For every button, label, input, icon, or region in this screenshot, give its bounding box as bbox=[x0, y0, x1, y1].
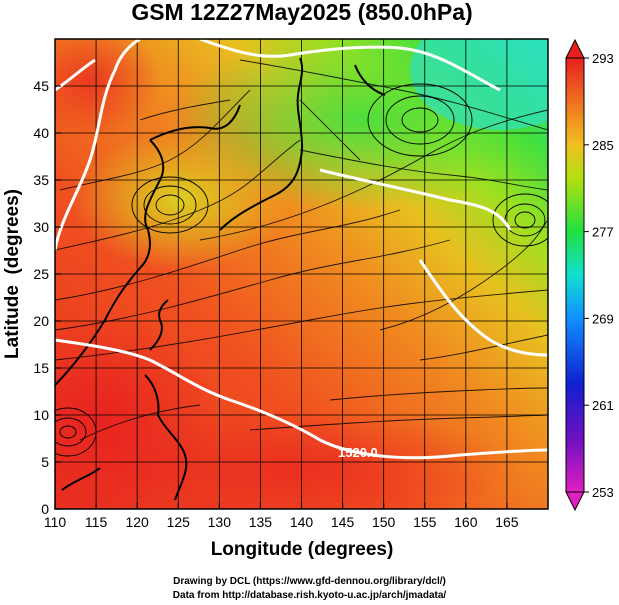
colorbar-tick-label: 269 bbox=[592, 311, 614, 326]
x-axis-ticks: 110 115 120 125 130 135 140 145 150 155 160 165 bbox=[44, 503, 519, 530]
y-tick-label: 10 bbox=[33, 407, 49, 423]
contour-label: 1520.0 bbox=[338, 445, 378, 460]
warm-region-south bbox=[80, 410, 520, 509]
colorbar-body bbox=[565, 57, 585, 493]
cool-region-northeast bbox=[410, 39, 548, 130]
x-tick-label: 165 bbox=[495, 514, 519, 530]
y-axis-label: Latitude (degrees) bbox=[2, 189, 23, 359]
x-tick-label: 155 bbox=[413, 514, 437, 530]
plot-area: 1520.0 bbox=[55, 39, 548, 509]
y-tick-label: 5 bbox=[41, 454, 49, 470]
yellow-region-east-china bbox=[70, 130, 290, 270]
vortex-east-china bbox=[131, 176, 209, 234]
colorbar-top-arrow bbox=[565, 38, 585, 59]
y-tick-label: 0 bbox=[41, 501, 49, 517]
y-tick-label: 35 bbox=[33, 172, 49, 188]
x-tick-label: 120 bbox=[125, 514, 149, 530]
vortex-north-pacific bbox=[367, 83, 473, 157]
colorbar-tick-label: 293 bbox=[592, 51, 614, 66]
height-contours bbox=[55, 39, 548, 460]
colorbar-tick-label: 261 bbox=[592, 398, 614, 413]
x-tick-label: 125 bbox=[167, 514, 191, 530]
y-tick-label: 30 bbox=[33, 219, 49, 235]
y-axis-ticks: 0 5 10 15 20 25 30 35 40 45 bbox=[33, 78, 61, 517]
x-tick-label: 160 bbox=[454, 514, 478, 530]
chart-title: GSM 12Z27May2025 (850.0hPa) bbox=[131, 0, 472, 25]
streamlines bbox=[55, 59, 548, 441]
colorbar-bottom-arrow bbox=[565, 491, 585, 512]
y-tick-label: 15 bbox=[33, 360, 49, 376]
y-tick-label: 40 bbox=[33, 125, 49, 141]
x-tick-label: 115 bbox=[85, 514, 108, 530]
colorbar-tick-label: 277 bbox=[592, 225, 614, 240]
x-tick-label: 130 bbox=[208, 514, 232, 530]
x-tick-label: 110 bbox=[44, 514, 67, 530]
credit-line-1: Drawing by DCL (https://www.gfd-dennou.o… bbox=[173, 576, 446, 587]
x-tick-label: 140 bbox=[290, 514, 314, 530]
coastlines bbox=[55, 57, 386, 501]
credit-line-2: Data from http://database.rish.kyoto-u.a… bbox=[172, 590, 447, 601]
x-axis-label: Longitude (degrees) bbox=[211, 539, 394, 560]
y-tick-label: 45 bbox=[33, 78, 49, 94]
x-tick-label: 150 bbox=[372, 514, 396, 530]
y-tick-label: 25 bbox=[33, 266, 49, 282]
x-tick-label: 145 bbox=[331, 514, 355, 530]
colorbar-tick-label: 253 bbox=[592, 485, 614, 500]
colorbar-tick-label: 285 bbox=[592, 138, 614, 153]
colorbar: 253 261 269 277 285 293 bbox=[565, 38, 614, 512]
vortex-south-china-sea bbox=[55, 407, 97, 457]
x-tick-label: 135 bbox=[249, 514, 273, 530]
y-tick-label: 20 bbox=[33, 313, 49, 329]
